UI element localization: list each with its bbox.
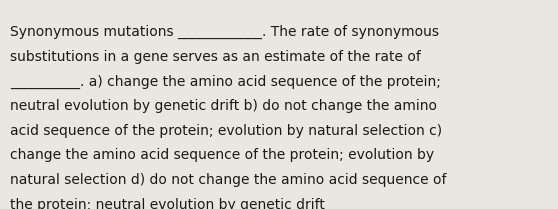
Text: __________. a) change the amino acid sequence of the protein;: __________. a) change the amino acid seq… <box>10 74 441 89</box>
Text: change the amino acid sequence of the protein; evolution by: change the amino acid sequence of the pr… <box>10 148 434 162</box>
Text: the protein; neutral evolution by genetic drift: the protein; neutral evolution by geneti… <box>10 198 325 209</box>
Text: natural selection d) do not change the amino acid sequence of: natural selection d) do not change the a… <box>10 173 446 187</box>
Text: Synonymous mutations ____________. The rate of synonymous: Synonymous mutations ____________. The r… <box>10 25 439 39</box>
Text: neutral evolution by genetic drift b) do not change the amino: neutral evolution by genetic drift b) do… <box>10 99 437 113</box>
Text: acid sequence of the protein; evolution by natural selection c): acid sequence of the protein; evolution … <box>10 124 442 138</box>
Text: substitutions in a gene serves as an estimate of the rate of: substitutions in a gene serves as an est… <box>10 50 421 64</box>
